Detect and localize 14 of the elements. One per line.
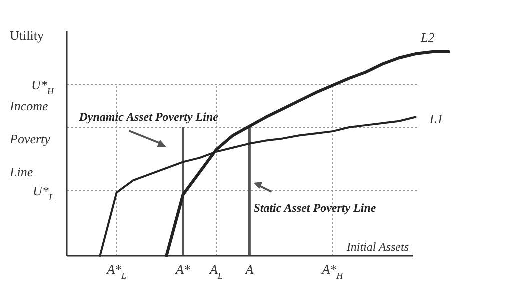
ref-line-label: Static Asset Poverty Line <box>254 201 377 215</box>
ref-line-label: Dynamic Asset Poverty Line <box>78 110 220 124</box>
text: Income Poverty Line <box>10 98 50 180</box>
series-label: L1 <box>428 111 444 126</box>
x-tick-label: A*$_{L}$ <box>106 262 127 281</box>
x-tick-label: A <box>244 262 254 277</box>
y-axis-title: Utility <box>10 28 44 43</box>
x-axis-title: Initial Assets <box>346 240 410 254</box>
ref-line-label: U*$_{H}$ <box>32 78 54 97</box>
series-label: L2 <box>420 30 436 45</box>
x-tick-label: A$_{L}$ <box>208 262 223 281</box>
x-tick-label: A* <box>175 262 191 277</box>
x-tick-label: A*$_{H}$ <box>321 262 344 281</box>
ref-line-label: U*$_{L}$ <box>33 184 54 203</box>
